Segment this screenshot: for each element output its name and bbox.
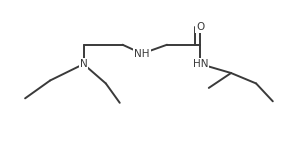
Text: HN: HN	[193, 59, 208, 69]
Text: N: N	[80, 59, 87, 69]
Text: O: O	[196, 22, 204, 32]
Text: NH: NH	[134, 49, 150, 59]
